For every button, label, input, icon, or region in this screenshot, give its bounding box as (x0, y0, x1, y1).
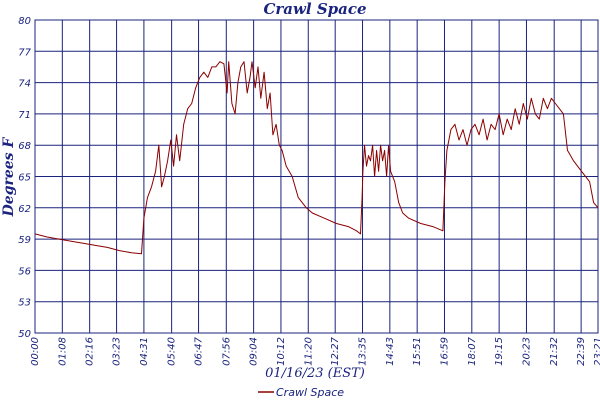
y-tick-label: 68 (18, 141, 31, 152)
x-tick-label: 06:47 (194, 336, 205, 365)
x-tick-label: 20:23 (521, 337, 532, 366)
y-axis-ticks: 80 77 74 71 68 65 62 59 56 53 50 (18, 16, 31, 340)
y-tick-label: 53 (18, 298, 31, 309)
x-tick-label: 23:21 (593, 337, 600, 366)
y-axis-label: Degrees F (1, 137, 17, 218)
y-tick-label: 65 (18, 173, 31, 184)
plot-area-frame (34, 19, 599, 334)
x-tick-label: 12:27 (330, 336, 341, 365)
series-line-crawl-space (34, 61, 599, 255)
y-tick-label: 59 (18, 235, 31, 246)
x-tick-label: 02:16 (85, 337, 96, 366)
y-tick-label: 71 (18, 110, 31, 121)
x-tick-label: 14:43 (385, 337, 396, 366)
x-tick-label: 22:39 (576, 337, 587, 366)
x-tick-label: 11:20 (303, 337, 314, 366)
x-axis-label: 01/16/23 (EST) (265, 366, 365, 381)
x-tick-label: 07:56 (221, 337, 232, 366)
chart-title: Crawl Space (263, 0, 366, 18)
y-tick-label: 62 (18, 204, 31, 215)
x-tick-label: 15:51 (412, 337, 423, 366)
x-tick-label: 04:31 (139, 337, 150, 366)
x-tick-label: 00:00 (30, 337, 41, 366)
chart-grid (34, 19, 599, 334)
x-tick-label: 18:07 (467, 336, 478, 365)
y-tick-label: 56 (18, 266, 31, 277)
x-tick-label: 21:32 (549, 337, 560, 366)
x-tick-label: 19:15 (494, 337, 505, 366)
x-tick-label: 01:08 (57, 337, 68, 366)
x-axis-ticks: 00:00 01:08 02:16 03:23 04:31 05:40 06:47 07:56… (30, 336, 600, 365)
y-tick-label: 77 (18, 47, 31, 58)
y-tick-label: 74 (18, 79, 31, 90)
y-tick-label: 80 (18, 16, 31, 27)
x-tick-label: 13:35 (358, 337, 369, 366)
legend: Crawl Space (258, 386, 344, 399)
y-tick-label: 50 (18, 329, 31, 340)
series-group (34, 61, 599, 255)
x-tick-label: 16:59 (439, 337, 450, 366)
x-tick-label: 05:40 (167, 337, 178, 366)
x-tick-label: 09:04 (249, 337, 260, 366)
x-tick-label: 10:12 (276, 337, 287, 366)
legend-entry-crawl-space: Crawl Space (276, 386, 344, 399)
x-tick-label: 03:23 (112, 337, 123, 366)
